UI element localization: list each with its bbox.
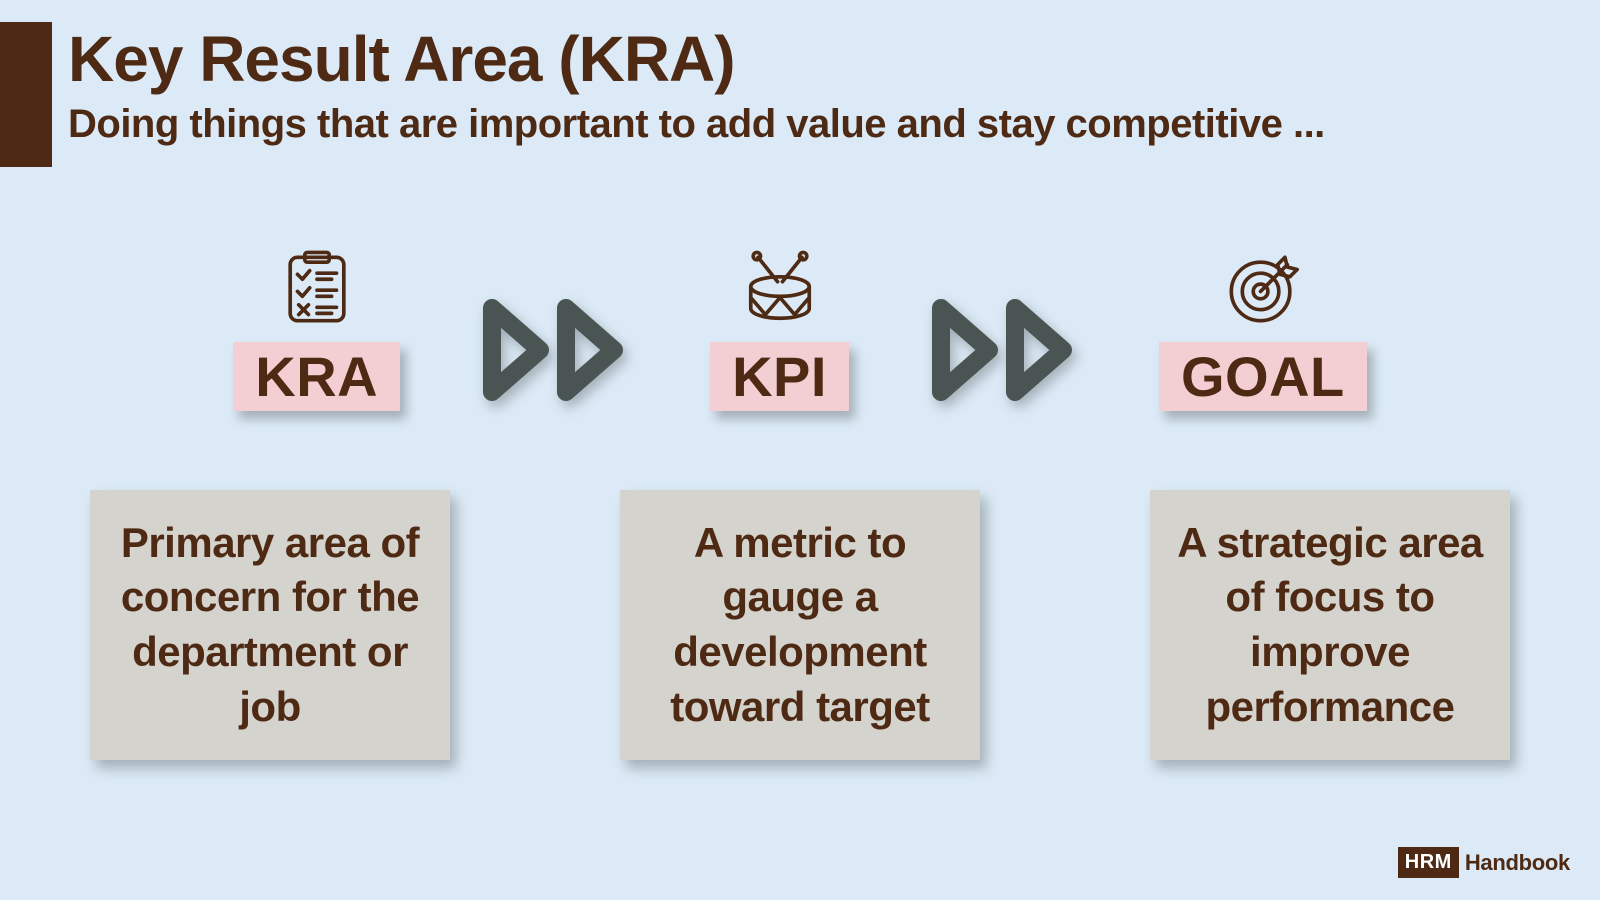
description-row: Primary area of concern for the departme… bbox=[0, 490, 1600, 760]
page-title: Key Result Area (KRA) bbox=[68, 22, 735, 96]
chevrons-icon bbox=[470, 290, 640, 410]
checklist-icon bbox=[278, 250, 356, 328]
logo-badge: HRM bbox=[1398, 847, 1459, 878]
logo-word: Handbook bbox=[1465, 850, 1570, 876]
label-kpi: KPI bbox=[710, 342, 849, 411]
label-goal: GOAL bbox=[1159, 342, 1367, 411]
desc-kpi: A metric to gauge a development toward t… bbox=[620, 490, 980, 760]
desc-kra: Primary area of concern for the departme… bbox=[90, 490, 450, 760]
target-icon bbox=[1224, 250, 1302, 328]
page-subtitle: Doing things that are important to add v… bbox=[68, 102, 1325, 147]
desc-goal: A strategic area of focus to improve per… bbox=[1150, 490, 1510, 760]
label-kra: KRA bbox=[233, 342, 400, 411]
footer-logo: HRM Handbook bbox=[1398, 847, 1570, 878]
node-kra: KRA bbox=[233, 250, 400, 411]
node-kpi: KPI bbox=[710, 250, 849, 411]
node-goal: GOAL bbox=[1159, 250, 1367, 411]
accent-bar bbox=[0, 22, 52, 167]
flow-row: KRA KPI bbox=[0, 210, 1600, 450]
drum-icon bbox=[741, 250, 819, 328]
chevrons-icon bbox=[919, 290, 1089, 410]
slide-canvas: Key Result Area (KRA) Doing things that … bbox=[0, 0, 1600, 900]
